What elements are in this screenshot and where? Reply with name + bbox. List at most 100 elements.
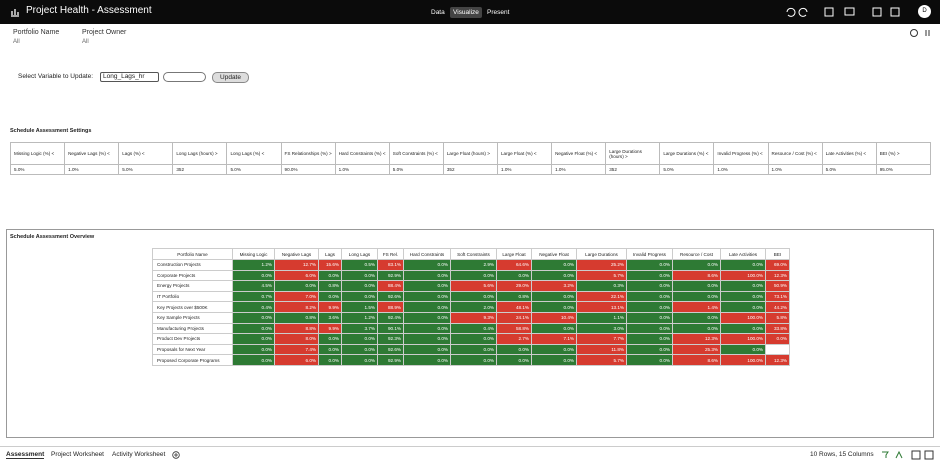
- metric-cell: 0.0%: [531, 343, 577, 356]
- metric-cell: 8.6%: [672, 354, 721, 366]
- section-title: Schedule Assessment Settings: [10, 128, 92, 134]
- metric-cell: 0.0%: [403, 301, 451, 313]
- settings-value: 352: [172, 164, 228, 175]
- metric-cell: 0.0%: [720, 322, 766, 335]
- sheet-tab[interactable]: Assessment: [6, 451, 45, 459]
- metric-cell: 0.0%: [403, 269, 451, 282]
- portfolio-name: Manufacturing Projects: [152, 322, 233, 335]
- settings-value: 1.0%: [496, 164, 553, 175]
- metric-cell: 22.1%: [576, 290, 627, 303]
- footer-icons[interactable]: [880, 450, 936, 460]
- column-header: Missing Logic: [232, 248, 275, 260]
- metric-cell: 12.3%: [765, 354, 790, 366]
- metric-cell: 0.0%: [626, 290, 673, 303]
- metric-cell: 11.8%: [576, 343, 627, 356]
- metric-cell: 0.0%: [626, 269, 673, 282]
- update-button[interactable]: Update: [212, 72, 249, 83]
- metric-cell: 0.0%: [403, 311, 451, 324]
- sheet-tab[interactable]: Project Worksheet: [51, 451, 104, 458]
- portfolio-name: Proposed Corporate Programs: [152, 354, 233, 366]
- metric-cell: 5.7%: [576, 354, 627, 366]
- metric-cell: 6.0%: [274, 354, 319, 366]
- metric-cell: 2.7%: [496, 333, 532, 345]
- portfolio-name: Key Sample Projects: [152, 311, 233, 324]
- metric-cell: 0.0%: [720, 290, 766, 303]
- settings-value: 5.0%: [118, 164, 174, 175]
- column-header: FS Rel.: [377, 248, 404, 260]
- metric-cell: 0.0%: [672, 280, 721, 292]
- toolbar-icons[interactable]: [785, 6, 905, 18]
- metric-cell: 2.0%: [450, 301, 497, 313]
- metric-cell: 6.0%: [274, 269, 319, 282]
- column-header: Lags: [318, 248, 342, 260]
- metric-cell: 3.7%: [341, 322, 378, 335]
- metric-cell: 0.0%: [672, 290, 721, 303]
- metric-cell: 0.0%: [403, 290, 451, 303]
- metric-cell: 88.9%: [377, 301, 404, 313]
- filter[interactable]: Project Owner All: [82, 29, 126, 45]
- metric-cell: 0.0%: [318, 269, 342, 282]
- metric-cell: 25.3%: [672, 343, 721, 356]
- metric-cell: 0.5%: [341, 259, 378, 271]
- sheet-tab[interactable]: Activity Worksheet: [112, 451, 166, 458]
- report-title: Project Health - Assessment: [26, 5, 152, 16]
- settings-value: 352: [442, 164, 498, 175]
- settings-header: Negative Float (%) <: [551, 142, 607, 165]
- filter[interactable]: Portfolio Name All: [13, 29, 59, 45]
- metric-cell: 3.6%: [318, 311, 342, 324]
- settings-table: Missing Logic (%) < Negative Lags (%) < La…: [9, 142, 932, 175]
- settings-header: Large Durations (%) <: [659, 142, 715, 165]
- row-count: 10 Rows, 15 Columns: [810, 451, 874, 458]
- metric-cell: 0.0%: [341, 343, 378, 356]
- add-sheet[interactable]: [172, 451, 180, 459]
- filter-label: Project Owner: [82, 29, 127, 36]
- settings-value: 352: [605, 164, 661, 175]
- metric-cell: 12.3%: [765, 269, 790, 282]
- metric-cell: 0.0%: [720, 280, 766, 292]
- metric-cell: 0.0%: [318, 333, 342, 345]
- metric-cell: 8.0%: [274, 333, 319, 345]
- portfolio-name: Corporate Projects: [152, 269, 233, 282]
- metric-cell: 0.0%: [626, 333, 673, 345]
- metric-cell: 5.8%: [765, 311, 790, 324]
- settings-value: 1.0%: [767, 164, 823, 175]
- metric-cell: 0.0%: [274, 280, 319, 292]
- column-header: Invalid Progress: [626, 248, 673, 260]
- metric-cell: 9.9%: [318, 301, 342, 313]
- metric-cell: 58.8%: [496, 322, 532, 335]
- portfolio-name: Product Dev Projects: [152, 333, 233, 345]
- settings-header: Long Lags (hours) >: [172, 142, 228, 165]
- metric-cell: 0.0%: [626, 311, 673, 324]
- column-header: Negative Float: [531, 248, 577, 260]
- metric-cell: 0.0%: [450, 290, 497, 303]
- mode-tab[interactable]: Visualize: [450, 7, 482, 18]
- metric-cell: 48.1%: [496, 301, 532, 313]
- settings-header: BEI (%) >: [875, 142, 932, 165]
- variable-select[interactable]: Long_Lags_hr: [100, 72, 159, 82]
- value-input[interactable]: [163, 72, 206, 82]
- footer: Assessment Project Worksheet Activity Wo…: [0, 446, 940, 462]
- portfolio-name: Energy Projects: [152, 280, 233, 292]
- column-header: BEI: [765, 248, 790, 260]
- settings-header: FS Relationships (%) >: [280, 142, 336, 165]
- settings-value: 90.0%: [280, 164, 336, 175]
- metric-cell: 0.0%: [232, 322, 275, 335]
- metric-cell: 0.0%: [450, 343, 497, 356]
- metric-cell: 3.0%: [576, 322, 627, 335]
- mode-tab[interactable]: Present: [487, 9, 510, 16]
- metric-cell: 88.4%: [377, 280, 404, 292]
- metric-cell: 5.6%: [450, 280, 497, 292]
- column-header: Large Float: [496, 248, 532, 260]
- metric-cell: 4.5%: [232, 280, 275, 292]
- avatar[interactable]: D: [918, 5, 931, 18]
- metric-cell: 100.0%: [720, 333, 766, 345]
- metric-cell: 1.4%: [672, 301, 721, 313]
- metric-cell: 1.1%: [576, 311, 627, 324]
- mode-tab[interactable]: Data: [431, 9, 445, 16]
- settings-header: Missing Logic (%) <: [9, 142, 66, 165]
- page-icons[interactable]: [909, 28, 933, 38]
- metric-cell: 100.0%: [720, 311, 766, 324]
- metric-cell: 0.0%: [403, 354, 451, 366]
- metric-cell: 64.6%: [496, 259, 532, 271]
- metric-cell: 8.2%: [274, 301, 319, 313]
